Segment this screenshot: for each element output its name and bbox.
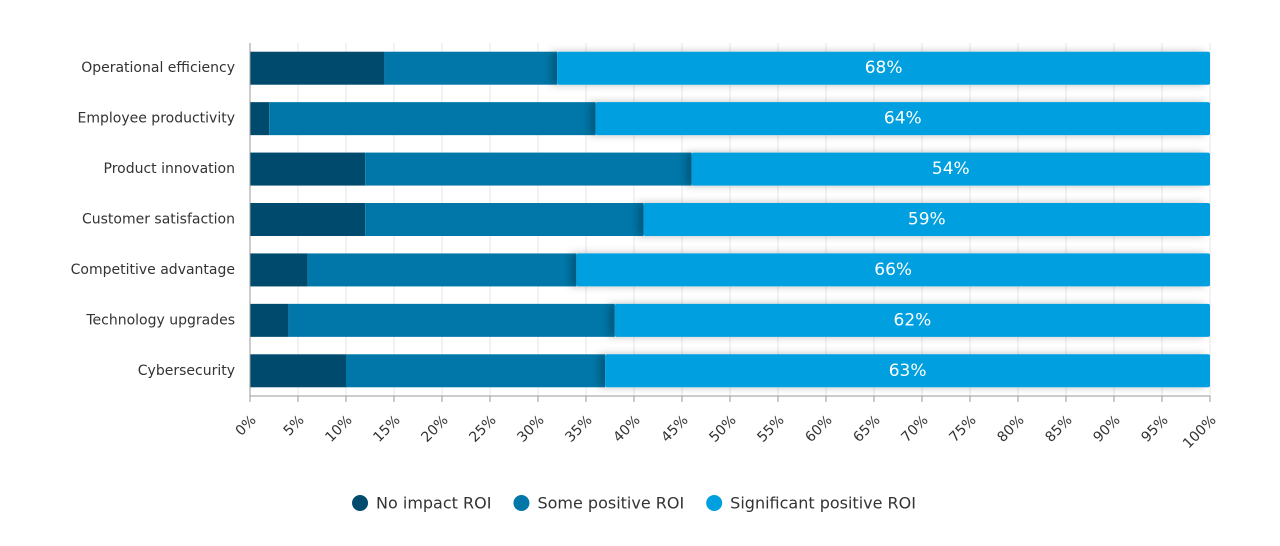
x-tick-label: 70%	[898, 412, 931, 445]
bar-segment	[365, 203, 644, 236]
bar-segment	[269, 102, 596, 136]
x-tick-label: 30%	[514, 412, 547, 445]
bar-segment	[643, 203, 1210, 236]
y-tick-label: Cybersecurity	[138, 363, 235, 379]
bar-segment	[691, 152, 1210, 186]
bar-segment	[250, 102, 270, 136]
bar-segment	[614, 303, 1210, 337]
data-label: 54%	[932, 159, 970, 179]
data-label: 62%	[894, 310, 932, 330]
bar-segment	[557, 51, 1210, 85]
x-tick-label: 40%	[610, 412, 643, 445]
x-tick-label: 100%	[1180, 412, 1220, 452]
bar-segment	[250, 51, 385, 85]
x-tick-label: 0%	[233, 412, 260, 439]
legend-marker	[513, 495, 530, 511]
y-tick-label: Technology upgrades	[85, 312, 235, 328]
x-tick-label: 25%	[466, 412, 499, 445]
data-label: 64%	[884, 109, 922, 129]
x-tick-label: 65%	[850, 412, 883, 445]
y-tick-label: Product innovation	[104, 161, 236, 177]
x-tick-label: 95%	[1138, 412, 1171, 445]
data-label: 59%	[908, 210, 946, 230]
legend-marker	[352, 495, 369, 511]
bar-segment	[250, 253, 308, 287]
bar-segment	[365, 152, 692, 186]
legend-label: Some positive ROI	[537, 494, 684, 513]
bar-segment	[288, 303, 615, 337]
x-tick-label: 20%	[418, 412, 451, 445]
x-tick-label: 75%	[946, 412, 979, 445]
bar-segment	[250, 354, 346, 388]
x-tick-label: 35%	[562, 412, 595, 445]
y-tick-label: Competitive advantage	[71, 262, 235, 278]
bar-segment	[250, 152, 366, 186]
data-label: 63%	[889, 361, 927, 381]
x-tick-label: 50%	[706, 412, 739, 445]
x-tick-label: 15%	[370, 412, 403, 445]
legend-label: Significant positive ROI	[730, 494, 916, 513]
x-tick-label: 85%	[1042, 412, 1075, 445]
x-tick-label: 80%	[994, 412, 1027, 445]
x-tick-label: 10%	[322, 412, 355, 445]
bar-segment	[595, 102, 1210, 136]
legend-marker	[706, 495, 723, 511]
bar-segment	[346, 354, 606, 388]
x-tick-label: 45%	[658, 412, 691, 445]
y-tick-label: Operational efficiency	[81, 60, 235, 76]
bar-segment	[307, 253, 577, 287]
x-tick-label: 5%	[281, 412, 308, 439]
y-tick-label: Employee productivity	[78, 111, 235, 127]
bar-segment	[384, 51, 558, 85]
bar-segment	[250, 203, 366, 236]
legend-label: No impact ROI	[376, 494, 491, 513]
y-tick-label: Customer satisfaction	[82, 212, 235, 228]
data-label: 66%	[874, 260, 912, 280]
x-tick-label: 60%	[802, 412, 835, 445]
data-label: 68%	[865, 58, 903, 78]
x-tick-label: 90%	[1090, 412, 1123, 445]
bar-segment	[576, 253, 1210, 287]
bar-segment	[605, 354, 1210, 388]
x-tick-label: 55%	[754, 412, 787, 445]
legend: No impact ROI Some positive ROI Significan…	[352, 494, 916, 513]
bar-segment	[250, 303, 289, 337]
